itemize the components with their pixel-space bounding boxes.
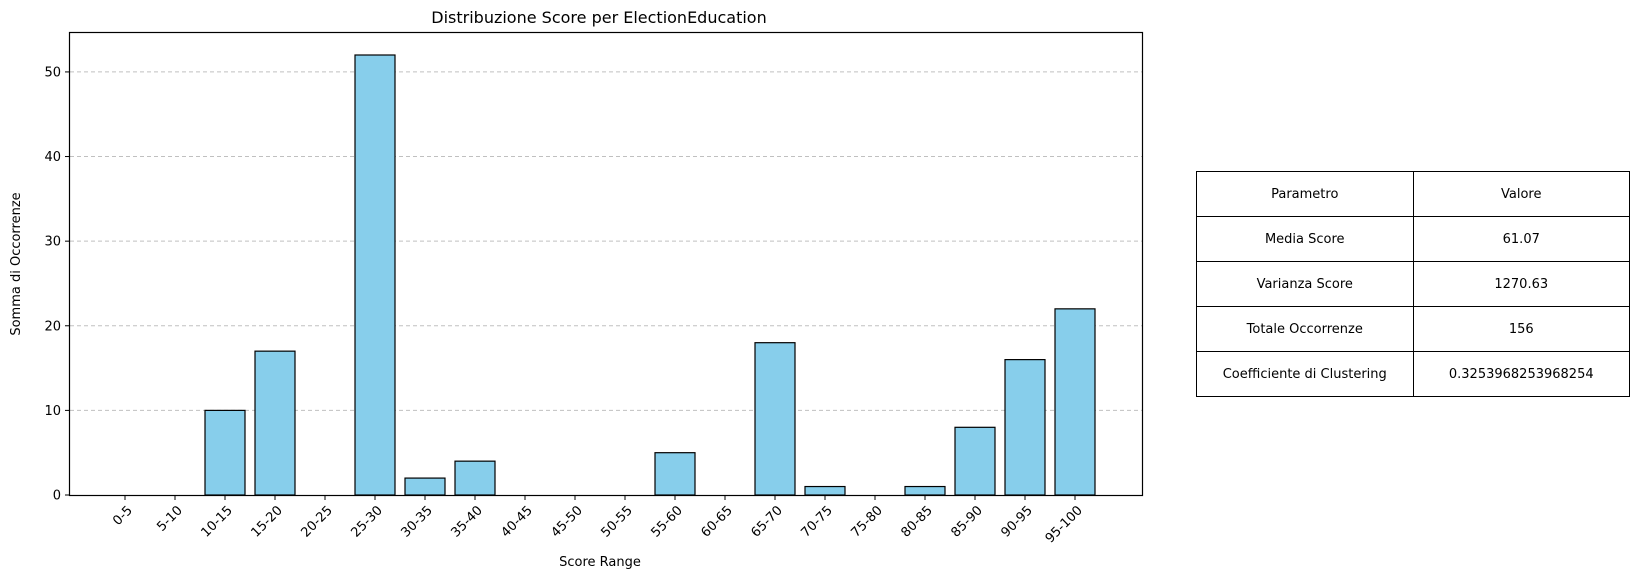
x-tick-label: 0-5 [110, 503, 136, 529]
bar [354, 54, 396, 496]
x-tick-label: 85-90 [949, 503, 986, 540]
header-cell-parametro: Parametro [1196, 171, 1414, 217]
y-axis: 0 10 20 30 40 50 [44, 65, 70, 504]
header-cell-valore: Valore [1412, 171, 1630, 217]
bar [654, 452, 696, 496]
param-name-cell: Varianza Score [1196, 261, 1414, 307]
bar [904, 485, 946, 496]
x-tick-label: 40-45 [499, 503, 536, 540]
bar [954, 426, 996, 496]
x-tick-label: 90-95 [999, 503, 1036, 540]
x-tick-label: 65-70 [749, 503, 786, 540]
bar [754, 342, 796, 496]
table-row: Media Score 61.07 [1196, 216, 1630, 262]
y-tick-label: 0 [53, 489, 61, 504]
x-tick-label: 95-100 [1043, 503, 1086, 546]
table-row: Varianza Score 1270.63 [1196, 261, 1630, 307]
plot-frame [68, 31, 1144, 497]
param-name-cell: Coefficiente di Clustering [1196, 351, 1414, 397]
param-value-cell: 1270.63 [1412, 261, 1630, 307]
x-tick-label: 25-30 [349, 503, 386, 540]
table-row: Totale Occorrenze 156 [1196, 306, 1630, 352]
param-value-cell: 61.07 [1412, 216, 1630, 262]
y-tick-label: 30 [44, 235, 61, 250]
bar [204, 409, 246, 496]
param-value-cell: 0.3253968253968254 [1412, 351, 1630, 397]
x-tick-label: 70-75 [799, 503, 836, 540]
y-gridlines [70, 71, 1143, 411]
param-value-cell: 156 [1412, 306, 1630, 352]
param-name-cell: Media Score [1196, 216, 1414, 262]
y-tick-label: 20 [44, 319, 61, 334]
x-tick-label: 10-15 [199, 503, 236, 540]
y-tick-label: 10 [44, 404, 61, 419]
y-tick-label: 50 [44, 65, 61, 80]
chart-title: Distribuzione Score per ElectionEducatio… [431, 8, 766, 27]
x-tick-label: 30-35 [399, 503, 436, 540]
x-tick-label: 45-50 [549, 503, 586, 540]
bar [1004, 359, 1046, 496]
param-name-cell: Totale Occorrenze [1196, 306, 1414, 352]
bar [1054, 308, 1096, 496]
x-tick-label: 80-85 [899, 503, 936, 540]
stats-table: Parametro Valore Media Score 61.07 Varia… [1196, 171, 1630, 397]
y-tick-label: 40 [44, 150, 61, 165]
x-tick-label: 50-55 [599, 503, 636, 540]
x-axis: 0-5 5-10 10-15 15-20 20-25 25-30 30-35 35-40 40-… [110, 495, 1086, 546]
table-row: Coefficiente di Clustering 0.32539682539… [1196, 351, 1630, 397]
y-axis-label: Somma di Occorrenze [9, 192, 24, 335]
x-tick-label: 55-60 [649, 503, 686, 540]
x-tick-label: 35-40 [449, 503, 486, 540]
x-tick-label: 15-20 [249, 503, 286, 540]
x-tick-label: 60-65 [699, 503, 736, 540]
x-tick-label: 20-25 [299, 503, 336, 540]
x-tick-label: 5-10 [154, 503, 185, 534]
bar [804, 485, 846, 496]
bars [204, 54, 1096, 496]
bar [404, 477, 446, 496]
x-tick-label: 75-80 [849, 503, 886, 540]
bar [454, 460, 496, 496]
x-axis-label: Score Range [559, 555, 641, 570]
stats-table-header-row: Parametro Valore [1196, 171, 1630, 217]
bar [254, 350, 296, 496]
